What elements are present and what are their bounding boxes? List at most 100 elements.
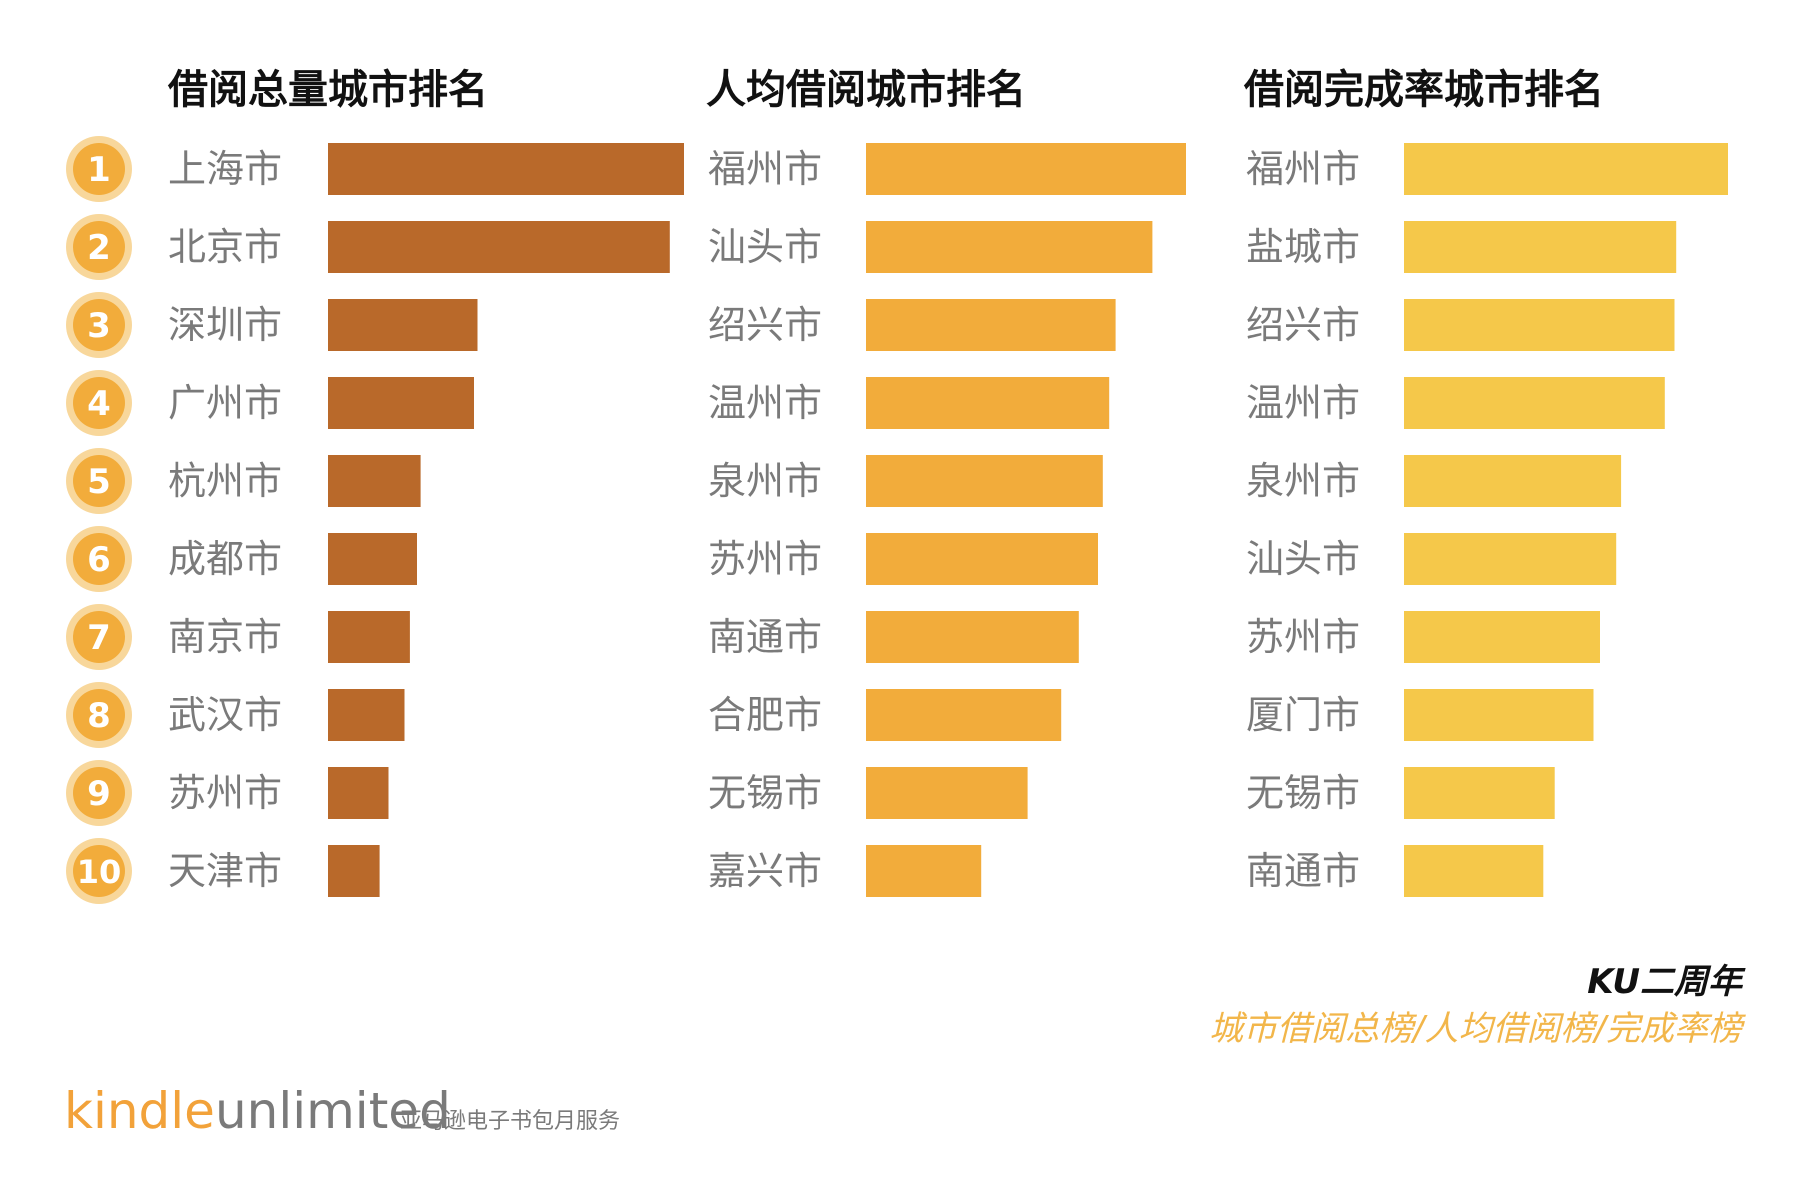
city-label: 武汉市 xyxy=(168,693,282,737)
rank-number: 5 xyxy=(87,462,111,502)
bar xyxy=(1404,143,1728,195)
city-label: 苏州市 xyxy=(168,771,282,815)
bar xyxy=(866,845,982,897)
city-label: 泉州市 xyxy=(708,459,822,503)
bar xyxy=(1404,689,1594,741)
rank-badge: 4 xyxy=(66,370,132,436)
rank-number: 8 xyxy=(87,696,111,736)
chart-title-completion: 借阅完成率城市排名 xyxy=(1243,67,1604,113)
city-label: 盐城市 xyxy=(1246,225,1360,269)
bar xyxy=(866,299,1116,351)
rank-number: 6 xyxy=(87,540,111,580)
city-label: 上海市 xyxy=(168,147,282,191)
rank-number: 2 xyxy=(87,228,111,268)
kindle-unlimited-logo: kindleunlimited 亚马逊电子书包月服务 xyxy=(64,1082,620,1140)
bar xyxy=(328,221,670,273)
rank-number: 7 xyxy=(87,618,111,658)
chart-title-total: 借阅总量城市排名 xyxy=(167,67,488,113)
rank-badge-disc xyxy=(73,845,125,897)
rank-badge-disc xyxy=(73,299,125,351)
rank-badge-disc xyxy=(73,143,125,195)
city-label: 泉州市 xyxy=(1246,459,1360,503)
rank-badge: 9 xyxy=(66,760,132,826)
bar xyxy=(328,143,684,195)
rank-number: 9 xyxy=(87,774,111,814)
svg-text:kindleunlimited: kindleunlimited xyxy=(64,1082,451,1140)
rank-badge-disc xyxy=(73,221,125,273)
city-label: 无锡市 xyxy=(1246,771,1360,815)
city-label: 南通市 xyxy=(708,615,822,659)
city-label: 深圳市 xyxy=(168,303,282,347)
city-label: 南通市 xyxy=(1246,849,1360,893)
bar xyxy=(328,533,417,585)
footer-subtitle: 城市借阅总榜/人均借阅榜/完成率榜 xyxy=(1209,1009,1746,1049)
rank-number: 1 xyxy=(87,150,111,190)
bar xyxy=(328,455,421,507)
city-label: 厦门市 xyxy=(1246,693,1360,737)
bar xyxy=(1404,299,1675,351)
rank-badge-disc xyxy=(73,377,125,429)
footer-title: KU二周年 xyxy=(1587,962,1746,1002)
city-label: 福州市 xyxy=(708,147,822,191)
rank-badge-disc xyxy=(73,689,125,741)
rank-number: 10 xyxy=(77,853,122,891)
city-label: 广州市 xyxy=(168,381,282,425)
bar xyxy=(1404,767,1555,819)
rank-badge: 5 xyxy=(66,448,132,514)
bar xyxy=(328,377,474,429)
city-label: 南京市 xyxy=(168,615,282,659)
chart-title-per-capita: 人均借阅城市排名 xyxy=(706,67,1026,113)
city-label: 汕头市 xyxy=(708,225,822,269)
rank-badge: 6 xyxy=(66,526,132,592)
bar xyxy=(1404,221,1677,273)
bar xyxy=(328,611,410,663)
bar xyxy=(866,611,1079,663)
brand-kindle: kindle xyxy=(64,1082,215,1140)
city-label: 苏州市 xyxy=(1246,615,1360,659)
city-label: 嘉兴市 xyxy=(708,849,822,893)
city-label: 福州市 xyxy=(1246,147,1360,191)
bar xyxy=(866,377,1110,429)
rank-badge: 2 xyxy=(66,214,132,280)
brand-unlimited: unlimited xyxy=(215,1082,451,1140)
city-label: 杭州市 xyxy=(168,459,282,503)
city-label: 合肥市 xyxy=(708,693,822,737)
rank-badge-disc xyxy=(73,533,125,585)
bar xyxy=(866,767,1028,819)
city-label: 绍兴市 xyxy=(708,303,822,347)
rank-badge: 8 xyxy=(66,682,132,748)
bar xyxy=(328,845,380,897)
rank-number: 4 xyxy=(87,384,111,424)
city-label: 汕头市 xyxy=(1246,537,1360,581)
bar xyxy=(328,689,405,741)
rank-badge: 10 xyxy=(66,838,132,904)
rank-badge: 3 xyxy=(66,292,132,358)
bar xyxy=(1404,611,1600,663)
bar xyxy=(1404,377,1665,429)
rank-badge-disc xyxy=(73,611,125,663)
city-label: 绍兴市 xyxy=(1246,303,1360,347)
rank-badges: 1 2 3 4 5 6 7 8 9 10 xyxy=(66,136,132,904)
city-label: 苏州市 xyxy=(708,537,822,581)
bar xyxy=(866,533,1098,585)
bar xyxy=(1404,455,1622,507)
rank-badge: 1 xyxy=(66,136,132,202)
rank-number: 3 xyxy=(87,306,111,346)
rank-badge-disc xyxy=(73,767,125,819)
city-label: 温州市 xyxy=(1246,381,1360,425)
bar xyxy=(866,143,1186,195)
bar xyxy=(1404,533,1617,585)
city-label: 天津市 xyxy=(168,849,282,893)
city-label: 温州市 xyxy=(708,381,822,425)
city-label: 无锡市 xyxy=(708,771,822,815)
city-label: 成都市 xyxy=(168,537,282,581)
city-label: 北京市 xyxy=(168,225,282,269)
bar xyxy=(1404,845,1544,897)
rank-badge-disc xyxy=(73,455,125,507)
bar xyxy=(328,299,478,351)
bar xyxy=(866,221,1153,273)
